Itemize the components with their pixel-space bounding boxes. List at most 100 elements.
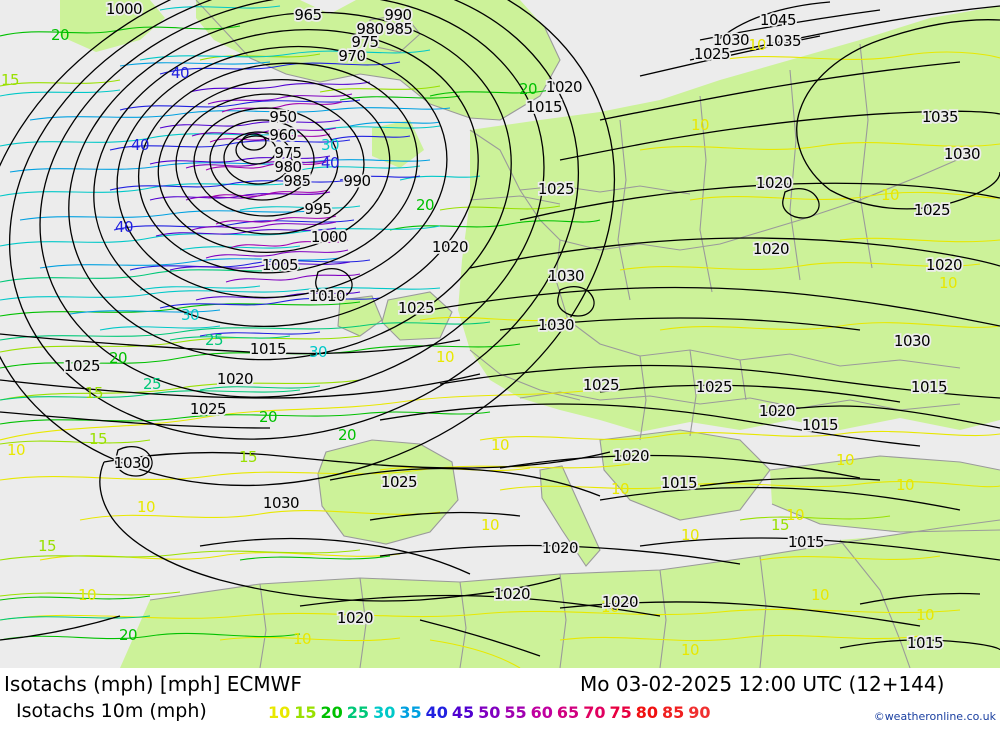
isobar-label: 975	[351, 33, 378, 51]
isotach-label: 10	[896, 476, 914, 494]
scale-stop-40: 40	[425, 703, 448, 722]
isobar-label: 1020	[337, 609, 373, 627]
isotach-label: 10	[681, 641, 699, 659]
isobar-label: 995	[304, 200, 331, 218]
isobar-label: 1005	[262, 256, 298, 274]
isobar-label-halo: 1025	[381, 473, 417, 491]
isobar-label-halo: 1015	[526, 98, 562, 116]
map-canvas[interactable]: 15 20 30 20 10 10 40 40 40 40 30 30 25 20 25 15 20 20 15 10…	[0, 0, 1000, 668]
isobar-label-halo: 1015	[802, 416, 838, 434]
isotach-label: 25	[205, 331, 223, 349]
scale-stop-90: 90	[688, 703, 711, 722]
isobar-label-halo: 1020	[337, 609, 373, 627]
isotach-label: 10	[881, 186, 899, 204]
isotach-label: 40	[171, 64, 189, 82]
isobar-label: 1035	[765, 32, 801, 50]
isobar-label: 1015	[907, 634, 943, 652]
legend-title: Isotachs 10m (mph)	[16, 700, 207, 722]
isobar-label-halo: 1015	[907, 634, 943, 652]
isobar-label: 1025	[64, 357, 100, 375]
isotach-label: 30	[321, 136, 339, 154]
map-footer: Isotachs (mph) [mph] ECMWF Mo 03-02-2025…	[0, 668, 1000, 733]
isobar-label: 975	[274, 144, 301, 162]
product-title: Isotachs (mph) [mph] ECMWF	[4, 672, 302, 696]
isobar-label-halo: 1015	[661, 474, 697, 492]
isotach-label: 20	[51, 26, 69, 44]
isobar-label: 1015	[661, 474, 697, 492]
scale-stop-75: 75	[609, 703, 632, 722]
isotach-label: 20	[259, 408, 277, 426]
isobar-label: 960	[269, 126, 296, 144]
isobar-label: 980	[356, 20, 383, 38]
isobar-label: 1020	[753, 240, 789, 258]
copyright-credit: ©weatheronline.co.uk	[873, 710, 996, 723]
isotach-label: 10	[491, 436, 509, 454]
isotach-label: 40	[321, 154, 339, 172]
isobar-label: 1030	[894, 332, 930, 350]
isobar-label-halo: 985	[385, 20, 412, 38]
footer-legend-row: Isotachs 10m (mph) 10 15 20 25 30 35 40 45 50 55 6…	[0, 700, 1000, 730]
isobar-label-halo: 1035	[765, 32, 801, 50]
isobar-label: 1015	[911, 378, 947, 396]
isobar-label: 1045	[760, 11, 796, 29]
isobar-label-halo: 1030	[894, 332, 930, 350]
isobar-label-halo: 1020	[432, 238, 468, 256]
isotach-label: 10	[293, 630, 311, 648]
isotach-label: 15	[1, 71, 19, 89]
isobar-label-halo: 1020	[613, 447, 649, 465]
isobar-label-halo: 975	[274, 144, 301, 162]
isotach-label: 10	[836, 451, 854, 469]
isotach-label: 25	[143, 375, 161, 393]
isobar-label-halo: 1025	[538, 180, 574, 198]
isobar-label-halo: 1020	[217, 370, 253, 388]
isobar-label: 1020	[546, 78, 582, 96]
country-borders	[149, 0, 1000, 668]
isobar-label: 1030	[263, 494, 299, 512]
isobar-label-halo: 1010	[309, 287, 345, 305]
isobar-label-halo: 1020	[753, 240, 789, 258]
isobar-label: 1025	[398, 299, 434, 317]
scale-stop-55: 55	[504, 703, 527, 722]
isobar-label: 1020	[432, 238, 468, 256]
isobar-label-halo: 1020	[926, 256, 962, 274]
isotach-contours-10	[0, 51, 1000, 668]
scale-stop-70: 70	[583, 703, 606, 722]
isobar-label-halo: 1020	[756, 174, 792, 192]
isobar-label-halo: 960	[269, 126, 296, 144]
isobar-label: 1030	[944, 145, 980, 163]
scale-stop-50: 50	[478, 703, 501, 722]
isobar-label: 1030	[538, 316, 574, 334]
isobar-label: 1020	[602, 593, 638, 611]
isotach-label: 15	[771, 516, 789, 534]
isotach-contours-15	[0, 53, 891, 597]
isobar-label-halo: 1015	[911, 378, 947, 396]
isotach-label: 10	[436, 348, 454, 366]
isotach-label: 10	[939, 274, 957, 292]
isobar-label-halo: 1025	[64, 357, 100, 375]
scale-stop-20: 20	[320, 703, 343, 722]
isobar-label-halo: 1025	[190, 400, 226, 418]
isobar-label: 1025	[914, 201, 950, 219]
isobar-label: 965	[294, 6, 321, 24]
isotach-label: 15	[85, 384, 103, 402]
isobar-label-halo: 1045	[760, 11, 796, 29]
isobar-label: 1025	[190, 400, 226, 418]
scale-stop-35: 35	[399, 703, 422, 722]
isobar-label: 1020	[613, 447, 649, 465]
isobar-label-halo: 1015	[788, 533, 824, 551]
isobar-label: 1015	[250, 340, 286, 358]
isotach-label: 10	[748, 36, 766, 54]
isotach-label: 10	[786, 506, 804, 524]
isotach-label: 10	[611, 480, 629, 498]
isobar-label-halo: 1005	[262, 256, 298, 274]
isobar-label-halo: 1030	[713, 31, 749, 49]
isotach-label: 10	[601, 598, 619, 616]
isobar-label-halo: 1020	[602, 593, 638, 611]
isotach-label: 10	[7, 441, 25, 459]
isotach-label: 10	[481, 516, 499, 534]
isotach-contours-20	[0, 25, 601, 641]
isobar-contours	[0, 0, 1000, 657]
isotach-label: 10	[811, 586, 829, 604]
isobar-label-halo: 1030	[944, 145, 980, 163]
